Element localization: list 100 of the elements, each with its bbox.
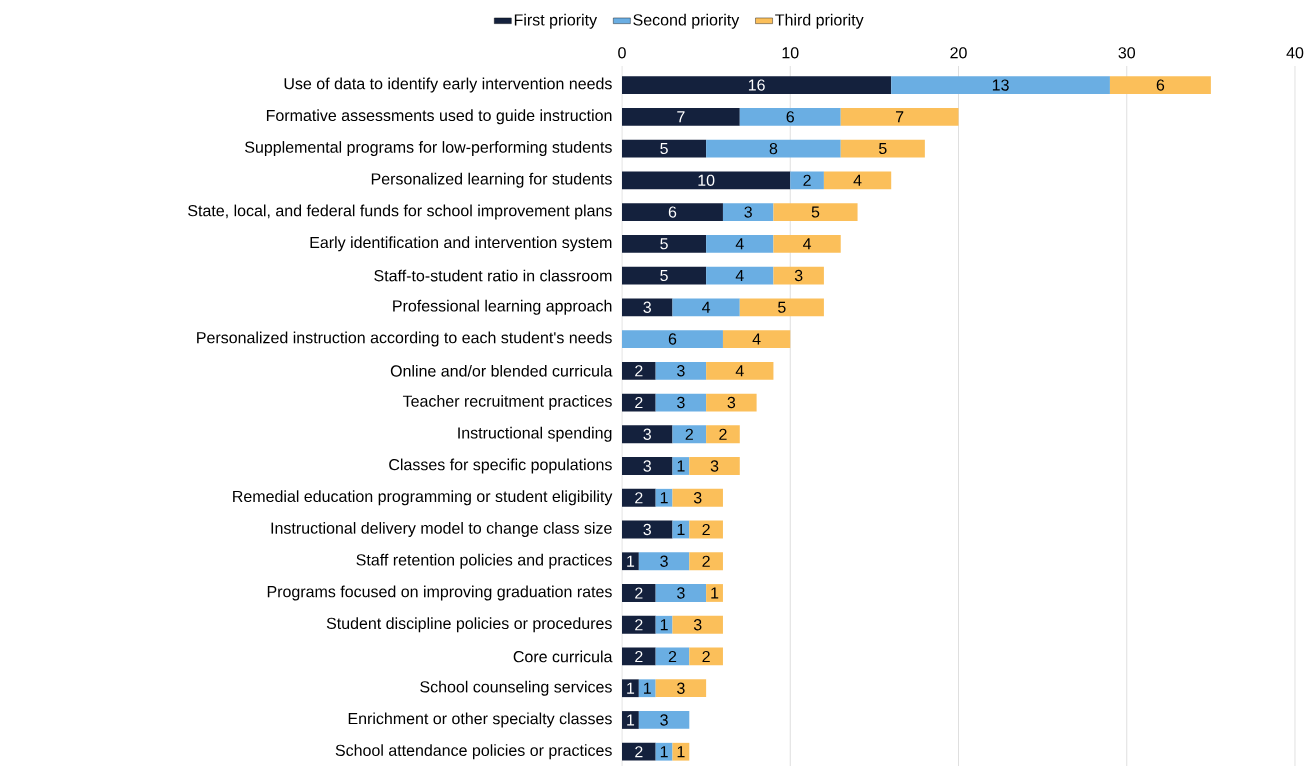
bar [773, 266, 824, 285]
x-tick-label: 10 [782, 47, 799, 59]
bar [622, 742, 656, 761]
bar [706, 584, 723, 602]
data-label: 2 [635, 619, 643, 631]
data-label: 1 [627, 714, 635, 726]
bar [689, 457, 740, 475]
data-label: 3 [744, 206, 752, 218]
data-label: 4 [752, 333, 761, 345]
bar [689, 647, 723, 666]
bar [622, 298, 673, 317]
bar [840, 139, 925, 158]
data-label: 3 [660, 555, 668, 567]
data-label: 2 [635, 746, 643, 758]
data-label: 2 [719, 428, 727, 440]
data-label: 5 [660, 269, 668, 282]
bar [706, 234, 774, 253]
bar [722, 203, 774, 221]
bar [622, 647, 656, 666]
x-tick-label: 30 [1118, 47, 1136, 59]
y-tick-label: Enrichment or other specialty classes [348, 712, 612, 728]
data-label: 5 [778, 301, 786, 313]
y-tick-label: Staff retention policies and practices [356, 553, 612, 569]
data-label: 2 [685, 428, 693, 440]
y-tick-label: Use of data to identify early intervention needs [284, 77, 612, 93]
bar [773, 234, 841, 253]
legend-label: First priority [514, 13, 598, 29]
bar [622, 488, 656, 507]
bar [706, 425, 740, 444]
bar [672, 298, 740, 317]
bar [655, 679, 707, 698]
x-tick-label: 20 [950, 47, 967, 59]
data-label: 2 [702, 650, 710, 663]
data-label: 2 [635, 650, 643, 663]
data-label: 3 [643, 301, 651, 313]
data-label: 4 [853, 174, 862, 186]
data-label: 5 [878, 142, 887, 155]
bar [739, 298, 824, 317]
bar [622, 361, 656, 380]
data-label: 16 [748, 79, 765, 91]
bar [773, 203, 858, 221]
y-tick-label: Personalized learning for students [371, 172, 612, 188]
data-label: 2 [635, 365, 643, 377]
y-tick-label: Student discipline policies or procedures [326, 617, 612, 633]
bar [622, 457, 673, 475]
legend-label: Third priority [775, 13, 864, 29]
y-tick-label: Instructional spending [458, 426, 612, 442]
data-label: 7 [895, 111, 904, 123]
data-label: 13 [992, 79, 1009, 91]
bar [672, 615, 723, 634]
bar [622, 171, 791, 190]
data-label: 3 [660, 714, 668, 726]
y-tick-label: Teacher recruitment practices [402, 395, 612, 410]
data-label: 3 [693, 492, 702, 504]
bar [622, 584, 656, 602]
data-label: 1 [644, 682, 651, 694]
data-label: 1 [677, 523, 685, 535]
bar [622, 711, 639, 729]
data-label: 3 [643, 428, 651, 440]
data-label: 3 [677, 396, 685, 409]
bar [622, 393, 656, 412]
data-label: 2 [702, 555, 710, 567]
bar [622, 552, 639, 571]
data-label: 6 [786, 111, 794, 123]
y-tick-label: Personalized instruction according to each student's needs [197, 331, 612, 347]
bar [823, 171, 892, 190]
bar [706, 139, 841, 158]
legend-label: Second priority [633, 13, 740, 29]
data-label: 4 [735, 270, 744, 282]
data-label: 5 [660, 142, 668, 155]
data-label: 6 [668, 206, 677, 218]
data-label: 10 [698, 174, 715, 186]
data-label: 2 [702, 523, 710, 536]
bar [672, 742, 690, 761]
bar [622, 679, 639, 698]
data-label: 8 [769, 142, 778, 155]
data-label: 3 [677, 587, 685, 599]
data-label: 1 [660, 492, 668, 504]
bar [622, 520, 673, 539]
bar [622, 234, 707, 253]
bar [622, 330, 723, 348]
bar [689, 520, 723, 539]
bar [622, 425, 673, 444]
bar [655, 361, 707, 380]
data-label: 3 [643, 523, 651, 536]
data-label: 2 [635, 396, 643, 409]
data-label: 4 [735, 365, 744, 377]
bar [790, 171, 824, 190]
x-tick-label: 40 [1286, 47, 1304, 59]
data-label: 4 [735, 238, 744, 250]
y-tick-label: School attendance policies or practices [335, 744, 612, 760]
data-label: 2 [635, 492, 643, 504]
y-tick-label: Staff-to-student ratio in classroom [374, 269, 612, 282]
data-label: 3 [727, 396, 736, 409]
data-label: 2 [803, 174, 811, 186]
data-label: 2 [635, 587, 643, 599]
bar [638, 679, 656, 698]
data-label: 1 [660, 619, 668, 631]
bar [840, 107, 959, 126]
data-label: 3 [677, 365, 685, 377]
